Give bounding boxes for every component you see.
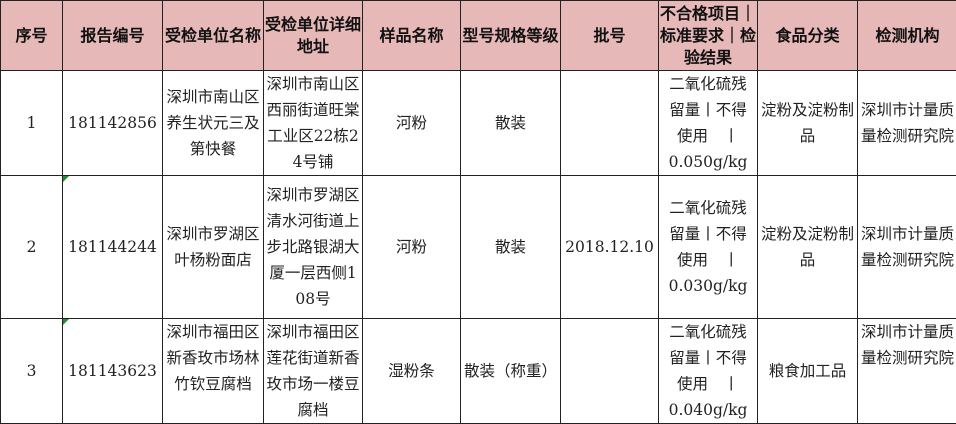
cell-sample: 湿粉条 <box>363 319 461 424</box>
cell-agency: 深圳市计量质量检测研究院 <box>858 71 956 176</box>
cell-category: 粮食加工品 <box>758 319 858 424</box>
cell-item: 二氧化硫残 留量丨不得 使用 丨 0.050g/kg <box>659 71 758 176</box>
header-no: 序号 <box>1 1 63 71</box>
cell-batch: 2018.12.10 <box>561 176 659 319</box>
cell-spec: 散装（称重） <box>461 319 561 424</box>
cell-report-text: 181144244 <box>68 238 157 256</box>
cell-category: 淀粉及淀粉制品 <box>758 71 858 176</box>
cell-report: 181144244 <box>63 176 163 319</box>
cell-report: 181143623 <box>63 319 163 424</box>
cell-category: 淀粉及淀粉制品 <box>758 176 858 319</box>
cell-sample: 河粉 <box>363 176 461 319</box>
cell-agency: 深圳市计量质量检测研究院 <box>858 319 956 424</box>
header-sample: 样品名称 <box>363 1 461 71</box>
cell-sample: 河粉 <box>363 71 461 176</box>
header-batch: 批号 <box>561 1 659 71</box>
cell-item: 二氧化硫残 留量丨不得 使用 丨 0.030g/kg <box>659 176 758 319</box>
header-address: 受检单位详细地址 <box>264 1 363 71</box>
table-row: 2 181144244 深圳市罗湖区叶杨粉面店 深圳市罗湖区清水河街道上步北路银… <box>1 176 956 319</box>
cell-report-text: 181143623 <box>68 362 157 380</box>
cell-batch <box>561 319 659 424</box>
cell-no: 3 <box>1 319 63 424</box>
cell-spec: 散装 <box>461 71 561 176</box>
cell-no: 2 <box>1 176 63 319</box>
comment-flag-icon <box>63 176 69 182</box>
cell-spec: 散装 <box>461 176 561 319</box>
cell-unit: 深圳市罗湖区叶杨粉面店 <box>163 176 264 319</box>
header-unit: 受检单位名称 <box>163 1 264 71</box>
header-report: 报告编号 <box>63 1 163 71</box>
cell-no: 1 <box>1 71 63 176</box>
table-row: 1 181142856 深圳市南山区养生状元三及第快餐 深圳市南山区西丽街道旺棠… <box>1 71 956 176</box>
comment-flag-icon <box>63 319 69 325</box>
header-category: 食品分类 <box>758 1 858 71</box>
cell-address: 深圳市福田区莲花街道新香玫市场一楼豆腐档 <box>264 319 363 424</box>
header-item: 不合格项目｜标准要求｜检验结果 <box>659 1 758 71</box>
cell-agency: 深圳市计量质量检测研究院 <box>858 176 956 319</box>
cell-unit: 深圳市南山区养生状元三及第快餐 <box>163 71 264 176</box>
cell-report: 181142856 <box>63 71 163 176</box>
cell-item: 二氧化硫残 留量丨不得 使用 丨 0.040g/kg <box>659 319 758 424</box>
cell-unit: 深圳市福田区新香玫市场林竹钦豆腐档 <box>163 319 264 424</box>
header-row: 序号 报告编号 受检单位名称 受检单位详细地址 样品名称 型号规格等级 批号 不… <box>1 1 956 71</box>
header-agency: 检测机构 <box>858 1 956 71</box>
table-row: 3 181143623 深圳市福田区新香玫市场林竹钦豆腐档 深圳市福田区莲花街道… <box>1 319 956 424</box>
header-spec: 型号规格等级 <box>461 1 561 71</box>
cell-address: 深圳市南山区西丽街道旺棠工业区22栋24号铺 <box>264 71 363 176</box>
cell-address: 深圳市罗湖区清水河街道上步北路银湖大厦一层西侧108号 <box>264 176 363 319</box>
cell-batch <box>561 71 659 176</box>
